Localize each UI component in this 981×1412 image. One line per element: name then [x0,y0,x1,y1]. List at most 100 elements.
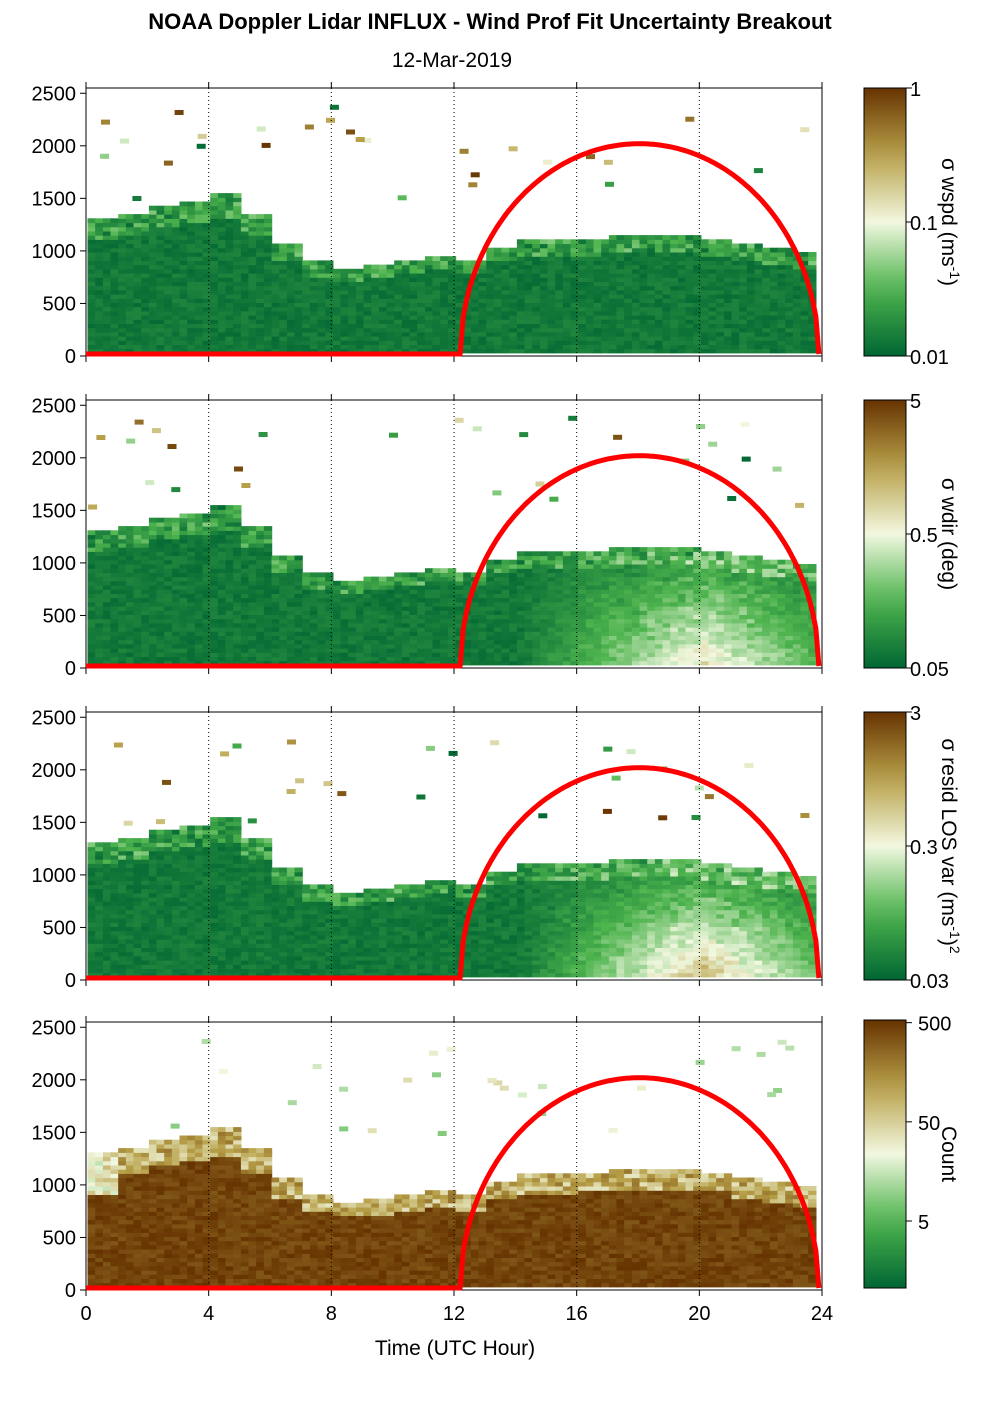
heatmap-cell [700,643,710,649]
heatmap-cell [532,310,541,316]
heatmap-cell [95,547,104,552]
heatmap-cell [102,285,112,291]
heatmap-cell [463,273,472,278]
heatmap-cell [179,348,188,354]
heatmap-cell [179,614,188,620]
heatmap-cell [708,247,717,253]
heatmap-cell [286,289,296,295]
heatmap-cell [769,336,779,341]
heatmap-cell [233,281,242,287]
heatmap-cell [148,547,158,552]
heatmap-cell [593,348,602,354]
heatmap-cell [95,289,104,295]
heatmap-cell [187,643,196,649]
heatmap-cell [624,564,633,569]
heatmap-cell [417,327,426,333]
heatmap-cell [202,348,211,354]
heatmap-cell [708,564,717,569]
heatmap-cell [164,306,173,312]
heatmap-cell [708,589,717,594]
heatmap-cell [148,315,158,320]
heatmap-cell [647,639,656,645]
heatmap-cell [639,315,648,320]
heatmap-cell [455,627,464,632]
heatmap-cell [769,256,779,261]
heatmap-cell [240,264,250,270]
heatmap-cell [447,277,457,282]
heatmap-cell [240,289,250,295]
heatmap-cell [171,289,181,295]
heatmap-cell [685,580,694,586]
heatmap-cell [87,542,96,548]
heatmap-cell [470,285,480,291]
heatmap-cell [486,340,495,345]
heatmap-cell [133,327,142,333]
heatmap-cell [133,635,142,641]
heatmap-cell [539,610,549,615]
heatmap-cell [378,656,388,662]
heatmap-cell [708,652,717,657]
heatmap-cell [394,589,403,594]
heatmap-cell [547,564,556,569]
heatmap-cell [317,260,326,266]
heatmap-cell [486,585,495,590]
heatmap-cell [670,256,679,261]
heatmap-cell [662,622,671,628]
heatmap-cell [570,551,579,557]
heatmap-cell [87,331,96,337]
heatmap-cell [723,652,733,657]
heatmap-cell [217,622,227,628]
heatmap-cell [386,336,395,341]
heatmap-cell [608,277,618,282]
heatmap-cell [608,601,618,607]
heatmap-cell [286,606,296,611]
heatmap-cell [317,639,326,645]
heatmap-cell [731,323,740,329]
heatmap-cell [240,247,250,253]
heatmap-cell [440,580,449,586]
heatmap-cell [202,268,211,274]
heatmap-cell [286,323,296,329]
heatmap-cell [501,310,510,316]
heatmap-cell [125,289,135,295]
heatmap-cell [716,652,725,657]
heatmap-cell [110,601,119,607]
heatmap-cell [562,252,572,257]
heatmap-cell [647,302,656,308]
heatmap-cell [386,323,395,329]
heatmap-cell [409,264,418,270]
heatmap-cell [187,555,196,561]
heatmap-cell [723,302,733,308]
heatmap-cell [179,530,188,536]
heatmap-cell [401,610,411,615]
heatmap-cell [447,618,457,624]
heatmap-cell [593,306,602,312]
heatmap-cell [156,348,165,354]
heatmap-cell [478,264,487,270]
heatmap-cell [409,639,418,645]
heatmap-cell [455,306,464,312]
heatmap-cell [141,256,150,261]
heatmap-cell [677,576,687,582]
heatmap-cell [493,268,503,274]
heatmap-cell [233,564,242,569]
heatmap-cell [440,319,449,324]
heatmap-cell [179,542,188,548]
heatmap-cell [156,294,165,299]
heatmap-cell [601,660,610,666]
heatmap-cell [125,572,135,578]
heatmap-cell [110,648,119,653]
heatmap-cell [593,315,602,320]
heatmap-cell [647,635,656,641]
heatmap-cell [294,597,303,603]
heatmap-cell [87,285,96,291]
heatmap-cell [424,289,434,295]
heatmap-cell [670,580,679,586]
heatmap-cell [723,273,733,278]
heatmap-cell [371,639,380,645]
heatmap-cell [700,656,710,662]
heatmap-cell [233,226,242,232]
heatmap-cell [171,222,181,228]
heatmap-cell [501,576,510,582]
heatmap-cell [647,277,656,282]
